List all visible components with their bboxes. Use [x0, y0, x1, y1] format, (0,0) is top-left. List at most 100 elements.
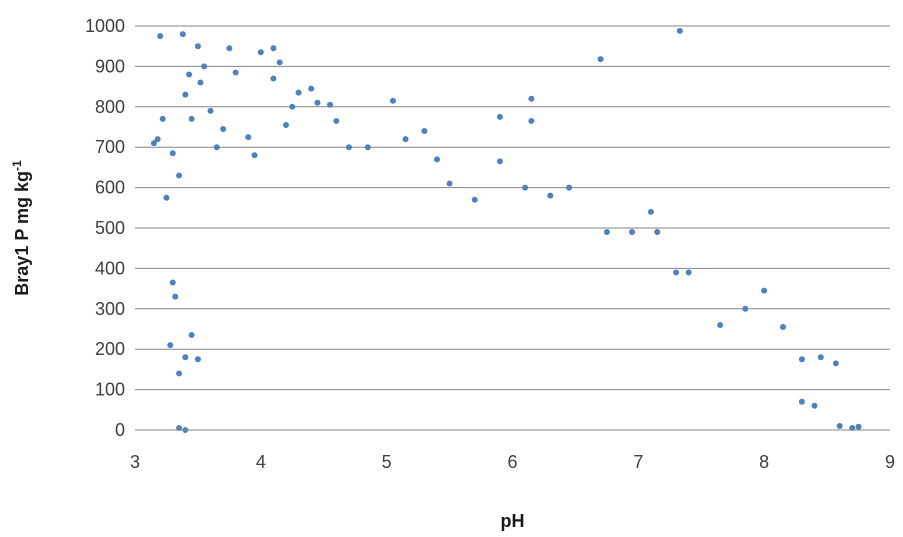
scatter-point — [289, 103, 296, 110]
y-tick-label: 100 — [95, 380, 125, 400]
scatter-point — [251, 152, 258, 159]
scatter-point — [522, 184, 529, 191]
scatter-point — [295, 89, 302, 96]
scatter-point — [333, 117, 340, 124]
x-tick-labels: 3 4 5 6 7 8 9 — [130, 452, 895, 472]
data-points — [150, 27, 862, 433]
scatter-point — [654, 229, 661, 236]
scatter-point — [629, 229, 636, 236]
scatter-point — [676, 27, 683, 34]
scatter-point — [673, 269, 680, 276]
x-axis-title: pH — [501, 511, 525, 531]
y-tick-label: 800 — [95, 97, 125, 117]
scatter-point — [176, 424, 183, 431]
scatter-point — [798, 356, 805, 363]
scatter-point — [245, 134, 252, 141]
scatter-point — [257, 49, 264, 56]
scatter-point — [717, 321, 724, 328]
scatter-point — [603, 229, 610, 236]
scatter-point — [159, 115, 166, 122]
scatter-point — [685, 269, 692, 276]
scatter-point — [597, 56, 604, 63]
scatter-point — [836, 422, 843, 429]
y-tick-label: 200 — [95, 339, 125, 359]
scatter-point — [849, 424, 856, 431]
scatter-point — [364, 144, 371, 151]
scatter-point — [176, 172, 183, 179]
scatter-point — [270, 75, 277, 82]
scatter-point — [182, 354, 189, 361]
y-tick-label: 0 — [115, 420, 125, 440]
scatter-point — [742, 305, 749, 312]
scatter-point — [163, 194, 170, 201]
scatter-point — [188, 332, 195, 339]
y-axis-title-main: Bray1 P mg kg — [12, 171, 32, 296]
scatter-point — [345, 144, 352, 151]
scatter-point — [327, 101, 334, 108]
scatter-point — [150, 140, 157, 147]
scatter-point — [402, 136, 409, 143]
scatter-point — [172, 293, 179, 300]
y-axis-title: Bray1 P mg kg-1 — [10, 160, 32, 296]
scatter-point — [389, 97, 396, 104]
scatter-point — [213, 144, 220, 151]
scatter-point — [832, 360, 839, 367]
scatter-point — [167, 342, 174, 349]
y-axis-title-superscript: -1 — [10, 160, 24, 171]
scatter-point — [566, 184, 573, 191]
scatter-point — [647, 208, 654, 215]
scatter-point — [207, 107, 214, 114]
x-tick-label: 3 — [130, 452, 140, 472]
scatter-point — [220, 126, 227, 133]
scatter-point — [194, 43, 201, 50]
x-tick-label: 6 — [507, 452, 517, 472]
x-tick-label: 9 — [885, 452, 895, 472]
y-tick-label: 900 — [95, 56, 125, 76]
scatter-point — [798, 398, 805, 405]
scatter-point — [201, 63, 208, 70]
scatter-point — [308, 85, 315, 92]
scatter-point — [528, 117, 535, 124]
scatter-point — [780, 323, 787, 330]
y-tick-label: 300 — [95, 299, 125, 319]
scatter-point — [182, 91, 189, 98]
scatter-point — [179, 31, 186, 38]
scatter-point — [434, 156, 440, 163]
y-tick-label: 500 — [95, 218, 125, 238]
scatter-point — [496, 113, 503, 120]
scatter-point — [283, 121, 289, 128]
x-tick-label: 8 — [759, 452, 769, 472]
scatter-point — [528, 95, 535, 102]
scatter-point — [761, 287, 768, 294]
y-tick-labels: 0 100 200 300 400 500 600 700 800 900 1000 — [85, 16, 125, 440]
scatter-point — [197, 79, 204, 86]
scatter-point — [314, 99, 321, 106]
x-tick-label: 7 — [633, 452, 643, 472]
y-tick-label: 700 — [95, 137, 125, 157]
scatter-point — [154, 136, 161, 143]
scatter-point — [276, 59, 283, 66]
scatter-point — [855, 423, 862, 430]
scatter-point — [226, 45, 233, 52]
scatter-point — [176, 370, 183, 377]
y-tick-label: 1000 — [85, 16, 125, 36]
scatter-point — [194, 356, 201, 363]
x-tick-label: 5 — [382, 452, 392, 472]
scatter-point — [186, 71, 193, 78]
scatter-point — [157, 33, 164, 40]
y-tick-label: 400 — [95, 258, 125, 278]
y-tick-label: 600 — [95, 178, 125, 198]
scatter-point — [270, 45, 277, 52]
scatter-point — [169, 150, 176, 157]
scatter-point — [421, 128, 428, 135]
x-tick-label: 4 — [256, 452, 266, 472]
gridlines — [135, 25, 890, 391]
scatter-point — [169, 279, 176, 286]
scatter-point — [188, 115, 195, 122]
scatter-point — [811, 402, 818, 409]
scatter-point — [817, 354, 824, 361]
scatter-point — [446, 180, 453, 187]
scatter-point — [232, 69, 239, 76]
scatter-point — [471, 196, 478, 203]
